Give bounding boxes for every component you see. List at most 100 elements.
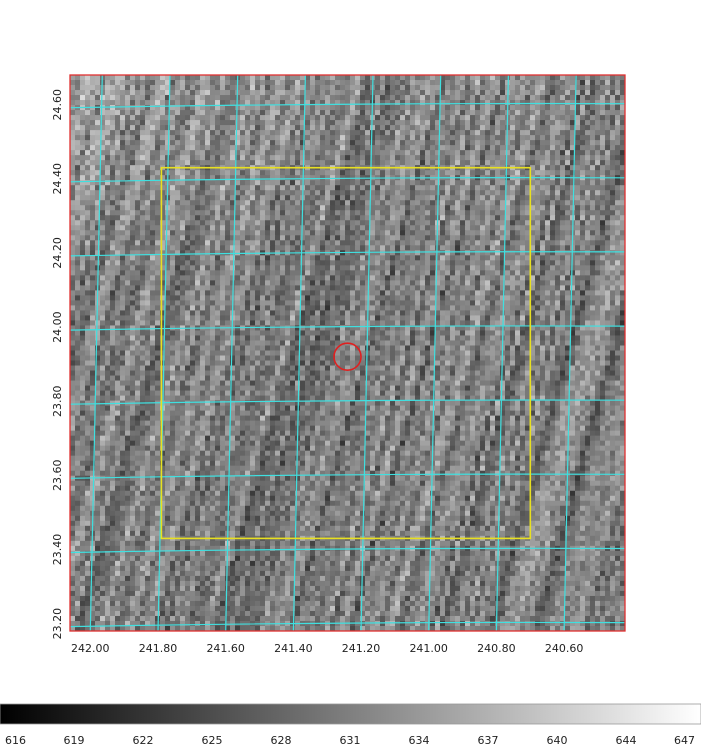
heatmap-cell [100, 205, 106, 211]
heatmap-cell [520, 140, 526, 146]
heatmap-cell [275, 95, 281, 101]
heatmap-cell [395, 115, 401, 121]
heatmap-cell [620, 160, 625, 166]
heatmap-cell [430, 195, 436, 201]
heatmap-cell [150, 115, 156, 121]
heatmap-cell [440, 275, 446, 281]
heatmap-cell [310, 275, 316, 281]
heatmap-cell [120, 265, 126, 271]
heatmap-cell [280, 210, 286, 216]
heatmap-cell [280, 145, 286, 151]
heatmap-cell [605, 240, 611, 246]
heatmap-cell [100, 175, 106, 181]
heatmap-cell [100, 180, 106, 186]
heatmap-cell [110, 240, 116, 246]
heatmap-cell [450, 110, 456, 116]
heatmap-cell [390, 145, 396, 151]
heatmap-cell [135, 80, 141, 86]
heatmap-cell [500, 220, 506, 226]
heatmap-cell [160, 215, 166, 221]
heatmap-cell [95, 85, 101, 91]
heatmap-cell [465, 265, 471, 271]
heatmap-cell [495, 180, 501, 186]
heatmap-cell [265, 85, 271, 91]
heatmap-cell [75, 250, 81, 256]
heatmap-cell [235, 245, 241, 251]
heatmap-cell [70, 110, 76, 116]
heatmap-cell [70, 150, 76, 156]
heatmap-cell [135, 240, 141, 246]
heatmap-cell [215, 80, 221, 86]
heatmap-cell [215, 190, 221, 196]
heatmap-cell [430, 245, 436, 251]
heatmap-cell [455, 190, 461, 196]
heatmap-cell [610, 210, 616, 216]
heatmap-cell [145, 250, 151, 256]
heatmap-cell [545, 210, 551, 216]
heatmap-cell [70, 170, 76, 176]
heatmap-cell [290, 125, 296, 131]
heatmap-cell [525, 105, 531, 111]
heatmap-cell [540, 245, 546, 251]
heatmap-cell [85, 120, 91, 126]
heatmap-cell [255, 230, 261, 236]
heatmap-cell [265, 260, 271, 266]
heatmap-cell [180, 145, 186, 151]
heatmap-cell [430, 265, 436, 271]
heatmap-cell [105, 75, 111, 81]
heatmap-cell [605, 105, 611, 111]
heatmap-cell [330, 145, 336, 151]
heatmap-cell [440, 115, 446, 121]
heatmap-cell [245, 75, 251, 81]
heatmap-cell [300, 270, 306, 276]
heatmap-cell [530, 245, 536, 251]
heatmap-cell [575, 280, 581, 286]
heatmap-cell [605, 245, 611, 251]
heatmap-cell [525, 225, 531, 231]
heatmap-cell [445, 100, 451, 106]
heatmap-cell [430, 150, 436, 156]
heatmap-cell [365, 200, 371, 206]
heatmap-cell [305, 225, 311, 231]
heatmap-cell [520, 95, 526, 101]
heatmap-cell [80, 155, 86, 161]
heatmap-cell [310, 130, 316, 136]
heatmap-cell [240, 260, 246, 266]
heatmap-cell [305, 160, 311, 166]
heatmap-cell [85, 275, 91, 281]
heatmap-cell [155, 75, 161, 81]
heatmap-cell [90, 190, 96, 196]
heatmap-cell [355, 130, 361, 136]
heatmap-cell [250, 150, 256, 156]
heatmap-cell [175, 210, 181, 216]
heatmap-cell [120, 235, 126, 241]
heatmap-cell [305, 80, 311, 86]
heatmap-cell [160, 95, 166, 101]
heatmap-cell [495, 265, 501, 271]
heatmap-cell [280, 175, 286, 181]
heatmap-cell [500, 225, 506, 231]
heatmap-cell [240, 80, 246, 86]
heatmap-cell [120, 75, 126, 81]
heatmap-cell [440, 90, 446, 96]
heatmap-cell [295, 295, 301, 302]
heatmap-cell [415, 115, 421, 121]
heatmap-cell [220, 120, 226, 126]
heatmap-cell [225, 140, 231, 146]
heatmap-cell [620, 150, 625, 156]
heatmap-cell [390, 85, 396, 91]
heatmap-cell [300, 140, 306, 146]
heatmap-cell [320, 235, 326, 241]
heatmap-cell [410, 205, 416, 211]
heatmap-cell [245, 120, 251, 126]
heatmap-cell [105, 180, 111, 186]
heatmap-cell [270, 130, 276, 136]
heatmap-cell [135, 225, 141, 231]
heatmap-cell [430, 260, 436, 266]
heatmap-cell [270, 190, 276, 196]
heatmap-cell [515, 240, 521, 246]
heatmap-cell [375, 155, 381, 161]
heatmap-cell [85, 285, 91, 291]
heatmap-cell [360, 270, 366, 276]
heatmap-cell [100, 105, 106, 111]
